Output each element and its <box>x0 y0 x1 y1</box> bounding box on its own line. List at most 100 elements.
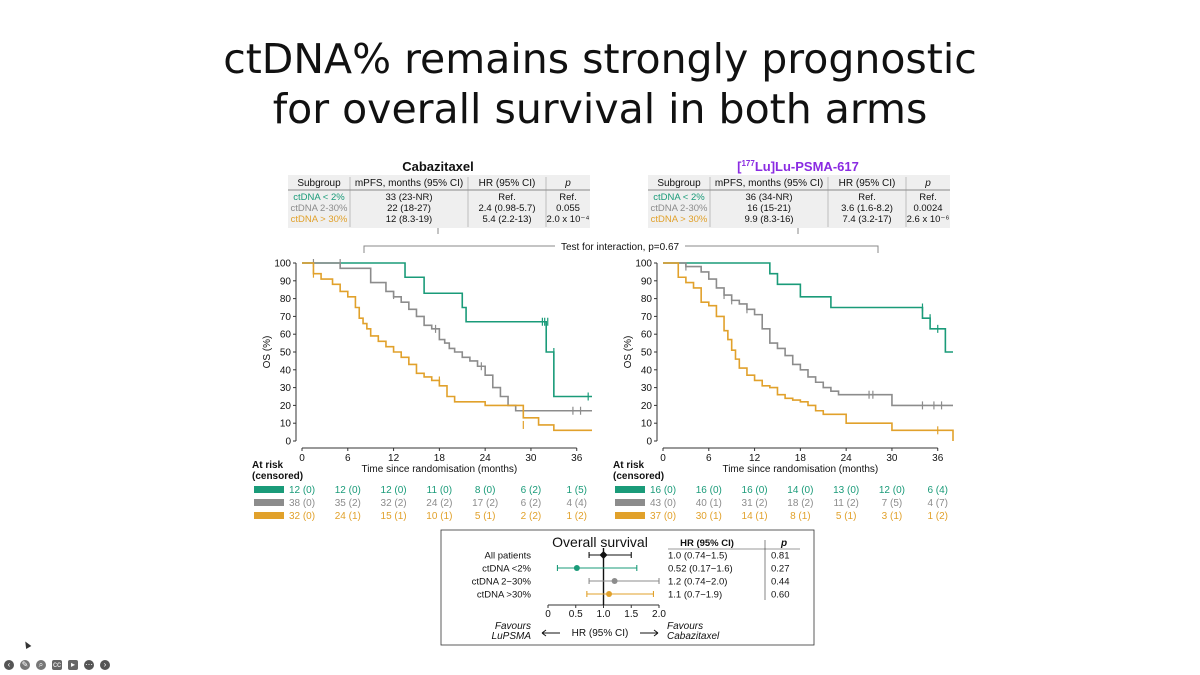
right-km-at-risk-value: 16 (0) <box>696 485 722 496</box>
left-km-x-label: Time since randomisation (months) <box>361 464 517 475</box>
right-km-at-risk-value: 16 (0) <box>650 485 676 496</box>
left-table-row-p: Ref. <box>559 192 576 203</box>
zoom-icon[interactable]: ⌕ <box>36 660 46 670</box>
left-km-at-risk-value: 12 (0) <box>381 485 407 496</box>
more-icon[interactable]: ⋯ <box>84 660 94 670</box>
left-km-at-risk-value: 38 (0) <box>289 498 315 509</box>
right-km-y-tick-label: 90 <box>641 276 653 287</box>
forest-row-label: All patients <box>485 551 532 562</box>
left-table-header: mPFS, months (95% CI) <box>355 178 463 189</box>
right-table-row-mpfs: 9.9 (8.3-16) <box>744 214 793 225</box>
slide-title: ctDNA% remains strongly prognostic for o… <box>0 34 1200 134</box>
left-km-y-tick-label: 30 <box>280 383 292 394</box>
subtitles-icon[interactable]: cc <box>52 660 62 670</box>
forest-arrow-left <box>541 629 560 637</box>
prev-icon[interactable]: ‹ <box>4 660 14 670</box>
left-km-at-risk-value: 12 (0) <box>289 485 315 496</box>
right-km-at-risk-value: 16 (0) <box>742 485 768 496</box>
left-km-y-tick-label: 20 <box>280 401 292 412</box>
pen-icon[interactable]: ✎ <box>20 660 30 670</box>
left-km-at-risk-swatch <box>254 499 284 506</box>
left-km-at-risk-value: 24 (2) <box>426 498 452 509</box>
right-km-at-risk-value: 3 (1) <box>882 511 903 522</box>
right-km-at-risk-value: 5 (1) <box>836 511 857 522</box>
right-km-curve-green <box>663 262 953 353</box>
forest-row-label: ctDNA 2−30% <box>472 577 532 588</box>
right-table-header: HR (95% CI) <box>839 178 896 189</box>
left-table-title: Cabazitaxel <box>402 159 474 174</box>
right-table-row-group: ctDNA > 30% <box>651 214 708 225</box>
right-table-header: p <box>924 178 931 189</box>
right-km-at-risk-value: 12 (0) <box>879 485 905 496</box>
right-km-y-tick-label: 50 <box>641 348 653 359</box>
left-km-x-tick-label: 24 <box>480 453 492 464</box>
right-km-at-risk-value: 18 (2) <box>787 498 813 509</box>
left-km-at-risk-value: 32 (2) <box>381 498 407 509</box>
left-km-y-tick-label: 50 <box>280 348 292 359</box>
right-km-at-risk-label: At risk <box>613 460 645 471</box>
right-km-at-risk-swatch <box>615 486 645 493</box>
right-km-at-risk-value: 43 (0) <box>650 498 676 509</box>
left-table-bg <box>288 175 590 228</box>
left-km-at-risk-value: 2 (2) <box>521 511 542 522</box>
forest-estimate-point <box>606 591 613 597</box>
left-km-y-tick-label: 70 <box>280 312 292 323</box>
right-table-row-group: ctDNA < 2% <box>653 192 705 203</box>
right-km-y-tick-label: 100 <box>635 259 652 270</box>
right-km-at-risk-value: 6 (4) <box>927 485 948 496</box>
forest-row-label: ctDNA <2% <box>482 564 531 575</box>
left-km-y-label: OS (%) <box>262 336 273 369</box>
forest-col-hr: HR (95% CI) <box>680 538 734 549</box>
forest-row-hr: 1.2 (0.74−2.0) <box>668 577 727 588</box>
left-km-at-risk-value: 6 (2) <box>521 498 542 509</box>
left-km-at-risk-value: 1 (2) <box>566 511 587 522</box>
left-km-curve-green <box>302 262 592 398</box>
forest-estimate-point <box>573 565 580 571</box>
left-table-row-group: ctDNA 2-30% <box>290 203 348 214</box>
left-km-at-risk-label: At risk <box>252 460 284 471</box>
right-km-at-risk-value: 4 (7) <box>927 498 948 509</box>
right-km-x-tick-label: 12 <box>749 453 761 464</box>
left-km-at-risk-value: 15 (1) <box>381 511 407 522</box>
right-table-bg <box>648 175 950 228</box>
slide-title-line-2: for overall survival in both arms <box>272 85 928 133</box>
left-table-row-group: ctDNA > 30% <box>291 214 348 225</box>
left-km-x-tick-label: 36 <box>571 453 583 464</box>
right-km-at-risk-value: 14 (0) <box>787 485 813 496</box>
forest-x-label: HR (95% CI) <box>572 628 629 639</box>
left-table-row-hr: 2.4 (0.98-5.7) <box>478 203 535 214</box>
left-km-at-risk-value: 24 (1) <box>335 511 361 522</box>
right-table-header: Subgroup <box>657 178 701 189</box>
right-table-row-hr: 7.4 (3.2-17) <box>842 214 891 225</box>
right-km-y-tick-label: 60 <box>641 330 653 341</box>
left-km-at-risk-swatch <box>254 486 284 493</box>
right-km-at-risk-value: 8 (1) <box>790 511 811 522</box>
left-km-at-risk-value: 6 (2) <box>521 485 542 496</box>
left-km-x-tick-label: 6 <box>345 453 351 464</box>
forest-row-hr: 0.52 (0.17−1.6) <box>668 564 733 575</box>
camera-icon[interactable]: ▸ <box>68 660 78 670</box>
left-km-y-tick-label: 60 <box>280 330 292 341</box>
left-km-at-risk-value: 12 (0) <box>335 485 361 496</box>
forest-row-hr: 1.1 (0.7−1.9) <box>668 590 722 601</box>
right-km-y-tick-label: 10 <box>641 419 653 430</box>
left-table-row-mpfs: 12 (8.3-19) <box>386 214 432 225</box>
left-km-y-tick-label: 40 <box>280 365 292 376</box>
right-km-at-risk-value: 37 (0) <box>650 511 676 522</box>
left-km-x-tick-label: 0 <box>299 453 305 464</box>
forest-row-p: 0.44 <box>771 577 790 588</box>
left-table-header: Subgroup <box>297 178 341 189</box>
next-icon[interactable]: › <box>100 660 110 670</box>
left-km-at-risk-value: 17 (2) <box>472 498 498 509</box>
right-table-row-hr: Ref. <box>858 192 875 203</box>
right-km-at-risk-value: 30 (1) <box>696 511 722 522</box>
right-km-x-tick-label: 24 <box>841 453 853 464</box>
left-km-at-risk-value: 10 (1) <box>426 511 452 522</box>
forest-x-tick-label: 1.5 <box>624 609 638 620</box>
forest-row-label: ctDNA >30% <box>477 590 532 601</box>
forest-row-p: 0.81 <box>771 551 790 562</box>
left-km-curve-orange <box>302 262 592 432</box>
left-table-header: p <box>564 178 571 189</box>
forest-favours-right: Favours <box>667 621 703 632</box>
right-km-at-risk-value: 7 (5) <box>882 498 903 509</box>
